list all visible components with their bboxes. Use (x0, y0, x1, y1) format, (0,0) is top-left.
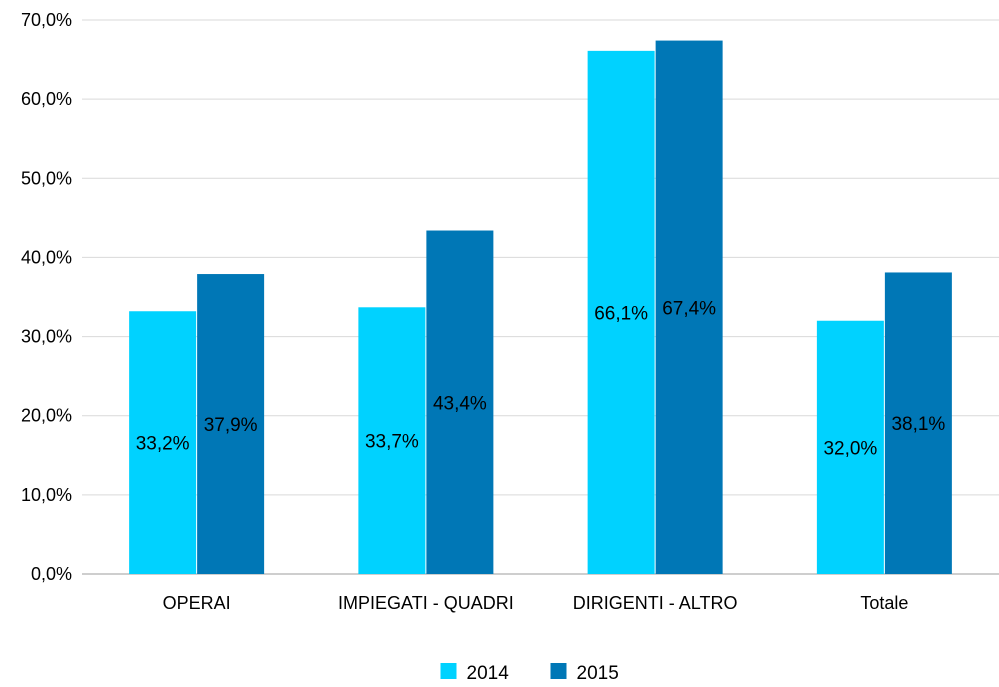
bar-2015-3 (884, 272, 952, 574)
bar-2015-2 (655, 40, 723, 574)
y-tick-label: 70,0% (21, 10, 72, 30)
bars (129, 40, 952, 574)
x-tick-label: Totale (860, 593, 908, 613)
legend-swatch-2015 (550, 663, 567, 679)
x-axis: OPERAI IMPIEGATI - QUADRI DIRIGENTI - ALTR… (163, 593, 909, 613)
x-tick-label: OPERAI (163, 593, 231, 613)
y-axis: 0,0% 10,0% 20,0% 30,0% 40,0% 50,0% 60,0% 70,0% (21, 10, 72, 584)
data-label: 33,2% (136, 434, 190, 455)
bar-2014-1 (358, 307, 426, 574)
bar-2014-0 (129, 311, 197, 574)
bar-2014-2 (587, 50, 655, 574)
data-label: 37,9% (204, 415, 258, 436)
bar-2014-3 (816, 320, 884, 574)
y-tick-label: 20,0% (21, 406, 72, 426)
data-label: 32,0% (823, 438, 877, 459)
x-tick-label: IMPIEGATI - QUADRI (338, 593, 514, 613)
data-label: 43,4% (433, 393, 487, 414)
data-labels: 33,2% 37,9% 33,7% 43,4% 66,1% 67,4% 32,0% 38,1% (136, 298, 946, 459)
y-tick-label: 30,0% (21, 327, 72, 347)
legend-label: 2015 (577, 663, 619, 682)
y-tick-label: 60,0% (21, 89, 72, 109)
y-tick-label: 10,0% (21, 485, 72, 505)
legend-label: 2014 (467, 663, 510, 682)
x-tick-label: DIRIGENTI - ALTRO (573, 593, 738, 613)
data-label: 66,1% (594, 303, 648, 324)
legend-swatch-2014 (440, 663, 457, 679)
bar-2015-1 (426, 230, 494, 574)
y-tick-label: 40,0% (21, 247, 72, 267)
legend: 2014 2015 (440, 663, 619, 684)
data-label: 38,1% (891, 414, 945, 435)
y-tick-label: 0,0% (31, 564, 72, 584)
y-tick-label: 50,0% (21, 168, 72, 188)
data-label: 33,7% (365, 432, 419, 453)
bar-2015-0 (197, 274, 265, 574)
data-label: 67,4% (662, 298, 716, 319)
